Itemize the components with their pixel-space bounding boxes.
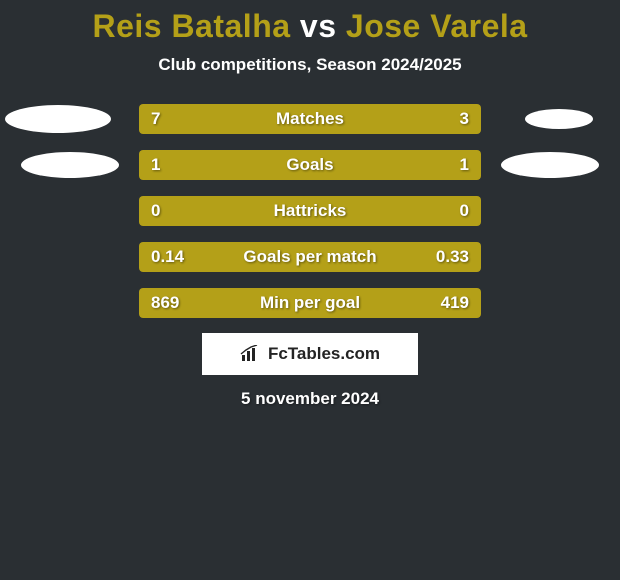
- stat-value-right: 0.33: [436, 247, 469, 267]
- ellipse-right-slot: [481, 241, 620, 273]
- stat-bar: 0.14 0.33 Goals per match: [139, 242, 481, 272]
- stat-label: Min per goal: [260, 293, 360, 313]
- stat-bar: 869 419 Min per goal: [139, 288, 481, 318]
- stat-label: Goals: [286, 155, 333, 175]
- stat-bar: 0 0 Hattricks: [139, 196, 481, 226]
- stat-value-right: 419: [441, 293, 469, 313]
- stat-value-right: 3: [460, 109, 469, 129]
- stat-value-right: 0: [460, 201, 469, 221]
- bar-chart-icon: [240, 345, 262, 363]
- logo-text: FcTables.com: [268, 344, 380, 364]
- ellipse-left: [21, 152, 119, 178]
- ellipse-left-slot: [0, 195, 139, 227]
- ellipse-right-slot: [481, 287, 620, 319]
- player1-name: Reis Batalha: [92, 8, 290, 44]
- stat-row: 0 0 Hattricks: [0, 195, 620, 227]
- stat-value-right: 1: [460, 155, 469, 175]
- ellipse-right-slot: [481, 195, 620, 227]
- page-title: Reis Batalha vs Jose Varela: [0, 8, 620, 45]
- stat-label: Matches: [276, 109, 344, 129]
- ellipse-left: [5, 105, 111, 133]
- date-stamp: 5 november 2024: [0, 389, 620, 409]
- ellipse-left-slot: [0, 287, 139, 319]
- stat-row: 869 419 Min per goal: [0, 287, 620, 319]
- stat-bar: 7 3 Matches: [139, 104, 481, 134]
- ellipse-left-slot: [0, 149, 139, 181]
- comparison-widget: Reis Batalha vs Jose Varela Club competi…: [0, 0, 620, 409]
- stat-rows: 7 3 Matches 1 1 Goals 0 0 Hattricks 0.14 0.33 Goals…: [0, 103, 620, 319]
- ellipse-left-slot: [0, 103, 139, 135]
- ellipse-right-slot: [481, 149, 620, 181]
- subtitle: Club competitions, Season 2024/2025: [0, 55, 620, 75]
- ellipse-right: [525, 109, 593, 129]
- ellipse-right-slot: [481, 103, 620, 135]
- stat-label: Goals per match: [243, 247, 376, 267]
- ellipse-right: [501, 152, 599, 178]
- stat-row: 7 3 Matches: [0, 103, 620, 135]
- stat-value-left: 7: [151, 109, 160, 129]
- vs-word: vs: [300, 8, 337, 44]
- stat-bar: 1 1 Goals: [139, 150, 481, 180]
- stat-value-left: 869: [151, 293, 179, 313]
- stat-row: 1 1 Goals: [0, 149, 620, 181]
- player2-name: Jose Varela: [346, 8, 528, 44]
- fctables-logo[interactable]: FcTables.com: [202, 333, 418, 375]
- stat-value-left: 0.14: [151, 247, 184, 267]
- stat-row: 0.14 0.33 Goals per match: [0, 241, 620, 273]
- stat-value-left: 1: [151, 155, 160, 175]
- stat-value-left: 0: [151, 201, 160, 221]
- ellipse-left-slot: [0, 241, 139, 273]
- stat-label: Hattricks: [274, 201, 347, 221]
